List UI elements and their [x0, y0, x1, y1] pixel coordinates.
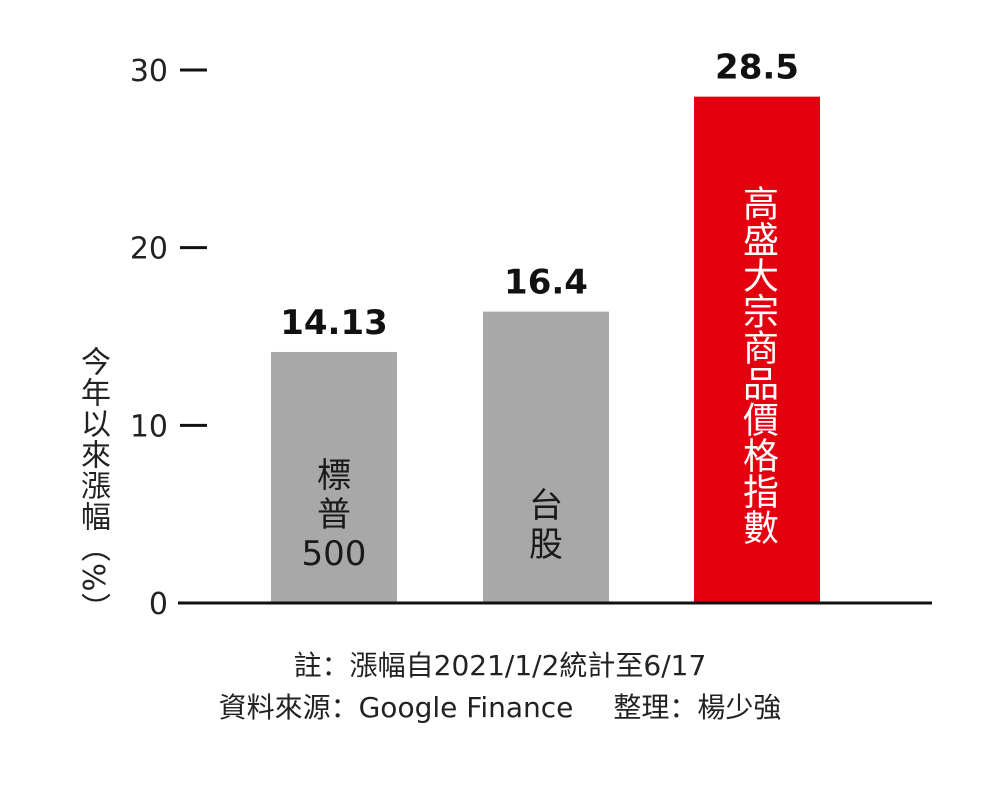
bars: 14.13 16.4 28.5 — [271, 48, 820, 604]
bar-value-label: 28.5 — [715, 48, 799, 88]
bar-category-label: 標普 500 — [284, 457, 384, 574]
y-axis-label: 今年以來漲幅（%） — [75, 346, 110, 624]
note-source-line: 資料來源：Google Finance 整理：楊少強 — [0, 686, 1000, 726]
y-axis: 0 10 20 30 — [130, 54, 207, 622]
bar-category-label: 高盛大宗商品價格指數 — [737, 184, 778, 545]
bar — [483, 311, 609, 603]
y-tick-label: 0 — [149, 587, 168, 622]
bar-value-label: 14.13 — [280, 303, 388, 343]
bar-category-label: 台股 — [496, 487, 596, 565]
bar-category-label-line: 500 — [301, 534, 367, 574]
y-tick-label: 30 — [130, 54, 168, 89]
note-source: 資料來源：Google Finance — [218, 691, 574, 724]
bar-value-label: 16.4 — [504, 263, 588, 303]
bar-category-label-line: 標 — [317, 456, 351, 496]
bar-category-label-line: 股 — [529, 525, 563, 565]
note-period: 註：漲幅自2021/1/2統計至6/17 — [293, 649, 707, 682]
y-tick-label: 10 — [130, 409, 168, 444]
bar — [271, 351, 397, 603]
bar — [694, 96, 820, 604]
bar-category-label-line: 台 — [529, 486, 563, 526]
y-tick-label: 20 — [130, 232, 168, 267]
note-editor: 整理：楊少強 — [613, 691, 782, 724]
bar-category-label-line: 普 — [317, 495, 351, 535]
